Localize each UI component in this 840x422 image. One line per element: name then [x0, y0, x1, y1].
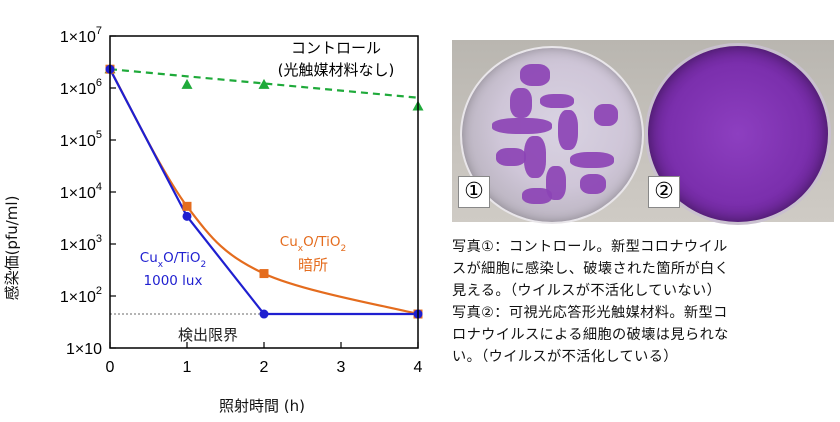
y-tick-label: 1×106 — [60, 77, 102, 98]
series-layer — [104, 63, 424, 319]
y-tick-labels: 1×10 1×102 1×103 1×104 1×105 1×106 1×107 — [60, 25, 102, 358]
petri-dish-photo: ① ② — [452, 40, 834, 224]
x-axis-title: 照射時間 (h) — [219, 397, 305, 415]
caption-line: 見える。（ウイルスが不活化していない） — [452, 283, 722, 299]
x-tick-label: 4 — [414, 359, 423, 376]
caption-line: ロナウイルスによる細胞の破壊は見られな — [452, 327, 729, 343]
x-tick-labels: 0 1 2 3 4 — [106, 359, 423, 376]
y-tick-label: 1×102 — [60, 285, 102, 306]
x-tick-label: 2 — [260, 359, 269, 376]
control-series-line — [109, 68, 419, 99]
dark-point — [182, 201, 192, 211]
caption-line: 写真①：コントロール。新型コロナウイル — [452, 239, 728, 255]
infectivity-chart: 1×10 1×102 1×103 1×104 1×105 1×106 1×107 0 1 2 3 4… — [3, 25, 424, 415]
detection-limit-label: 検出限界 — [178, 326, 238, 344]
light-series-label: CuxO/TiO2 — [140, 250, 206, 270]
light-point — [259, 309, 269, 319]
control-point — [181, 78, 193, 89]
caption-line: い。（ウイルスが不活化している） — [452, 349, 678, 365]
light-point — [182, 211, 192, 221]
caption-line: スが細胞に感染し、破壊された箇所が白く — [452, 261, 730, 277]
y-tick-label: 1×10 — [66, 341, 102, 358]
x-tick-label: 1 — [183, 359, 192, 376]
control-sublabel: (光触媒材料なし) — [278, 61, 395, 79]
control-point — [258, 78, 270, 89]
light-series-sublabel: 1000 lux — [144, 273, 203, 289]
y-tick-label: 1×105 — [60, 129, 102, 150]
y-tick-label: 1×103 — [60, 233, 102, 254]
y-axis-title: 感染価(pfu/ml) — [3, 196, 21, 301]
light-series-line — [109, 68, 418, 316]
dark-series-sublabel: 暗所 — [298, 256, 328, 274]
photo-label-1: ① — [458, 176, 490, 208]
dark-point — [259, 269, 269, 279]
photo-label-2: ② — [648, 176, 680, 208]
caption-line: 写真②：可視光応答形光触媒材料。新型コ — [452, 305, 728, 321]
photo-caption: 写真①：コントロール。新型コロナウイル スが細胞に感染し、破壊された箇所が白く … — [452, 236, 836, 368]
x-tick-label: 0 — [106, 359, 115, 376]
y-tick-label: 1×104 — [60, 181, 102, 202]
y-tick-label: 1×107 — [60, 25, 102, 46]
control-label: コントロール — [291, 39, 381, 57]
control-dish — [460, 46, 644, 224]
plot-frame — [109, 35, 419, 349]
dark-series-label: CuxO/TiO2 — [280, 234, 346, 254]
x-tick-label: 3 — [337, 359, 346, 376]
